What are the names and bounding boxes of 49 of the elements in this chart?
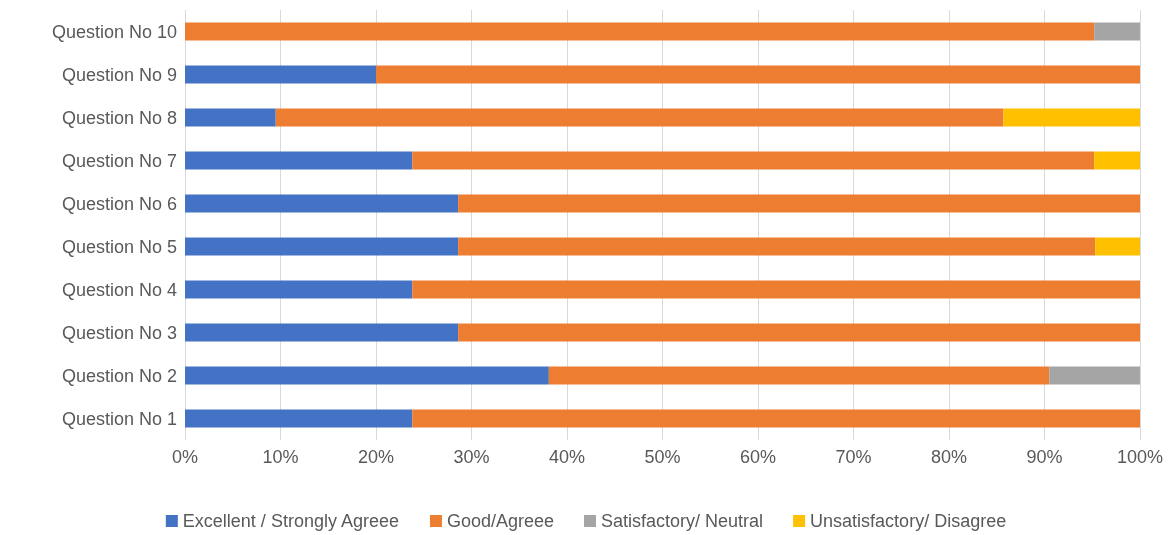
y-tick-label: Question No 10 xyxy=(51,21,177,42)
x-tick-label: 10% xyxy=(262,447,299,467)
bar xyxy=(275,108,1004,127)
bar xyxy=(185,108,276,127)
bar xyxy=(1003,108,1140,127)
y-tick-label: Question No 6 xyxy=(61,193,177,214)
legend-label: Unsatisfactory/ Disagree xyxy=(810,511,1007,531)
y-tick-label: Question No 9 xyxy=(61,64,177,85)
y-tick-label: Question No 1 xyxy=(61,408,177,429)
bar xyxy=(412,409,1140,428)
bar xyxy=(185,22,1095,41)
y-tick-label: Question No 5 xyxy=(61,236,177,257)
x-tick-label: 50% xyxy=(644,447,681,467)
x-tick-label: 80% xyxy=(930,447,968,467)
bar xyxy=(458,323,1140,342)
bar xyxy=(548,366,1050,385)
y-tick-label: Question No 7 xyxy=(61,150,177,171)
bar xyxy=(1094,22,1140,41)
bar xyxy=(376,65,1140,84)
bar xyxy=(185,237,459,256)
x-tick-label: 20% xyxy=(357,447,395,467)
x-tick-label: 60% xyxy=(739,447,777,467)
bar xyxy=(1049,366,1140,385)
bar xyxy=(412,151,1095,170)
legend-label: Satisfactory/ Neutral xyxy=(601,511,764,531)
x-tick-label: 40% xyxy=(548,447,586,467)
y-tick-label: Question No 8 xyxy=(61,107,177,128)
x-tick-label: 70% xyxy=(835,447,872,467)
x-tick-label: 0% xyxy=(171,447,199,467)
bar xyxy=(185,65,376,84)
bar xyxy=(458,194,1140,213)
legend-label: Excellent / Strongly Agreee xyxy=(182,511,399,531)
bar xyxy=(1095,237,1140,256)
bar xyxy=(412,280,1140,299)
y-tick-label: Question No 3 xyxy=(61,322,177,343)
y-tick-label: Question No 4 xyxy=(61,279,177,300)
bar xyxy=(1094,151,1140,170)
bar xyxy=(185,280,413,299)
bar xyxy=(185,409,413,428)
bar xyxy=(458,237,1096,256)
x-tick-label: 30% xyxy=(453,447,490,467)
x-tick-label: 90% xyxy=(1026,447,1063,467)
bar xyxy=(185,366,549,385)
bar xyxy=(185,194,459,213)
bar xyxy=(185,151,413,170)
legend-label: Good/Agreee xyxy=(446,511,555,531)
bar xyxy=(185,323,459,342)
x-tick-label: 100% xyxy=(1116,447,1164,467)
y-tick-label: Question No 2 xyxy=(61,365,177,386)
